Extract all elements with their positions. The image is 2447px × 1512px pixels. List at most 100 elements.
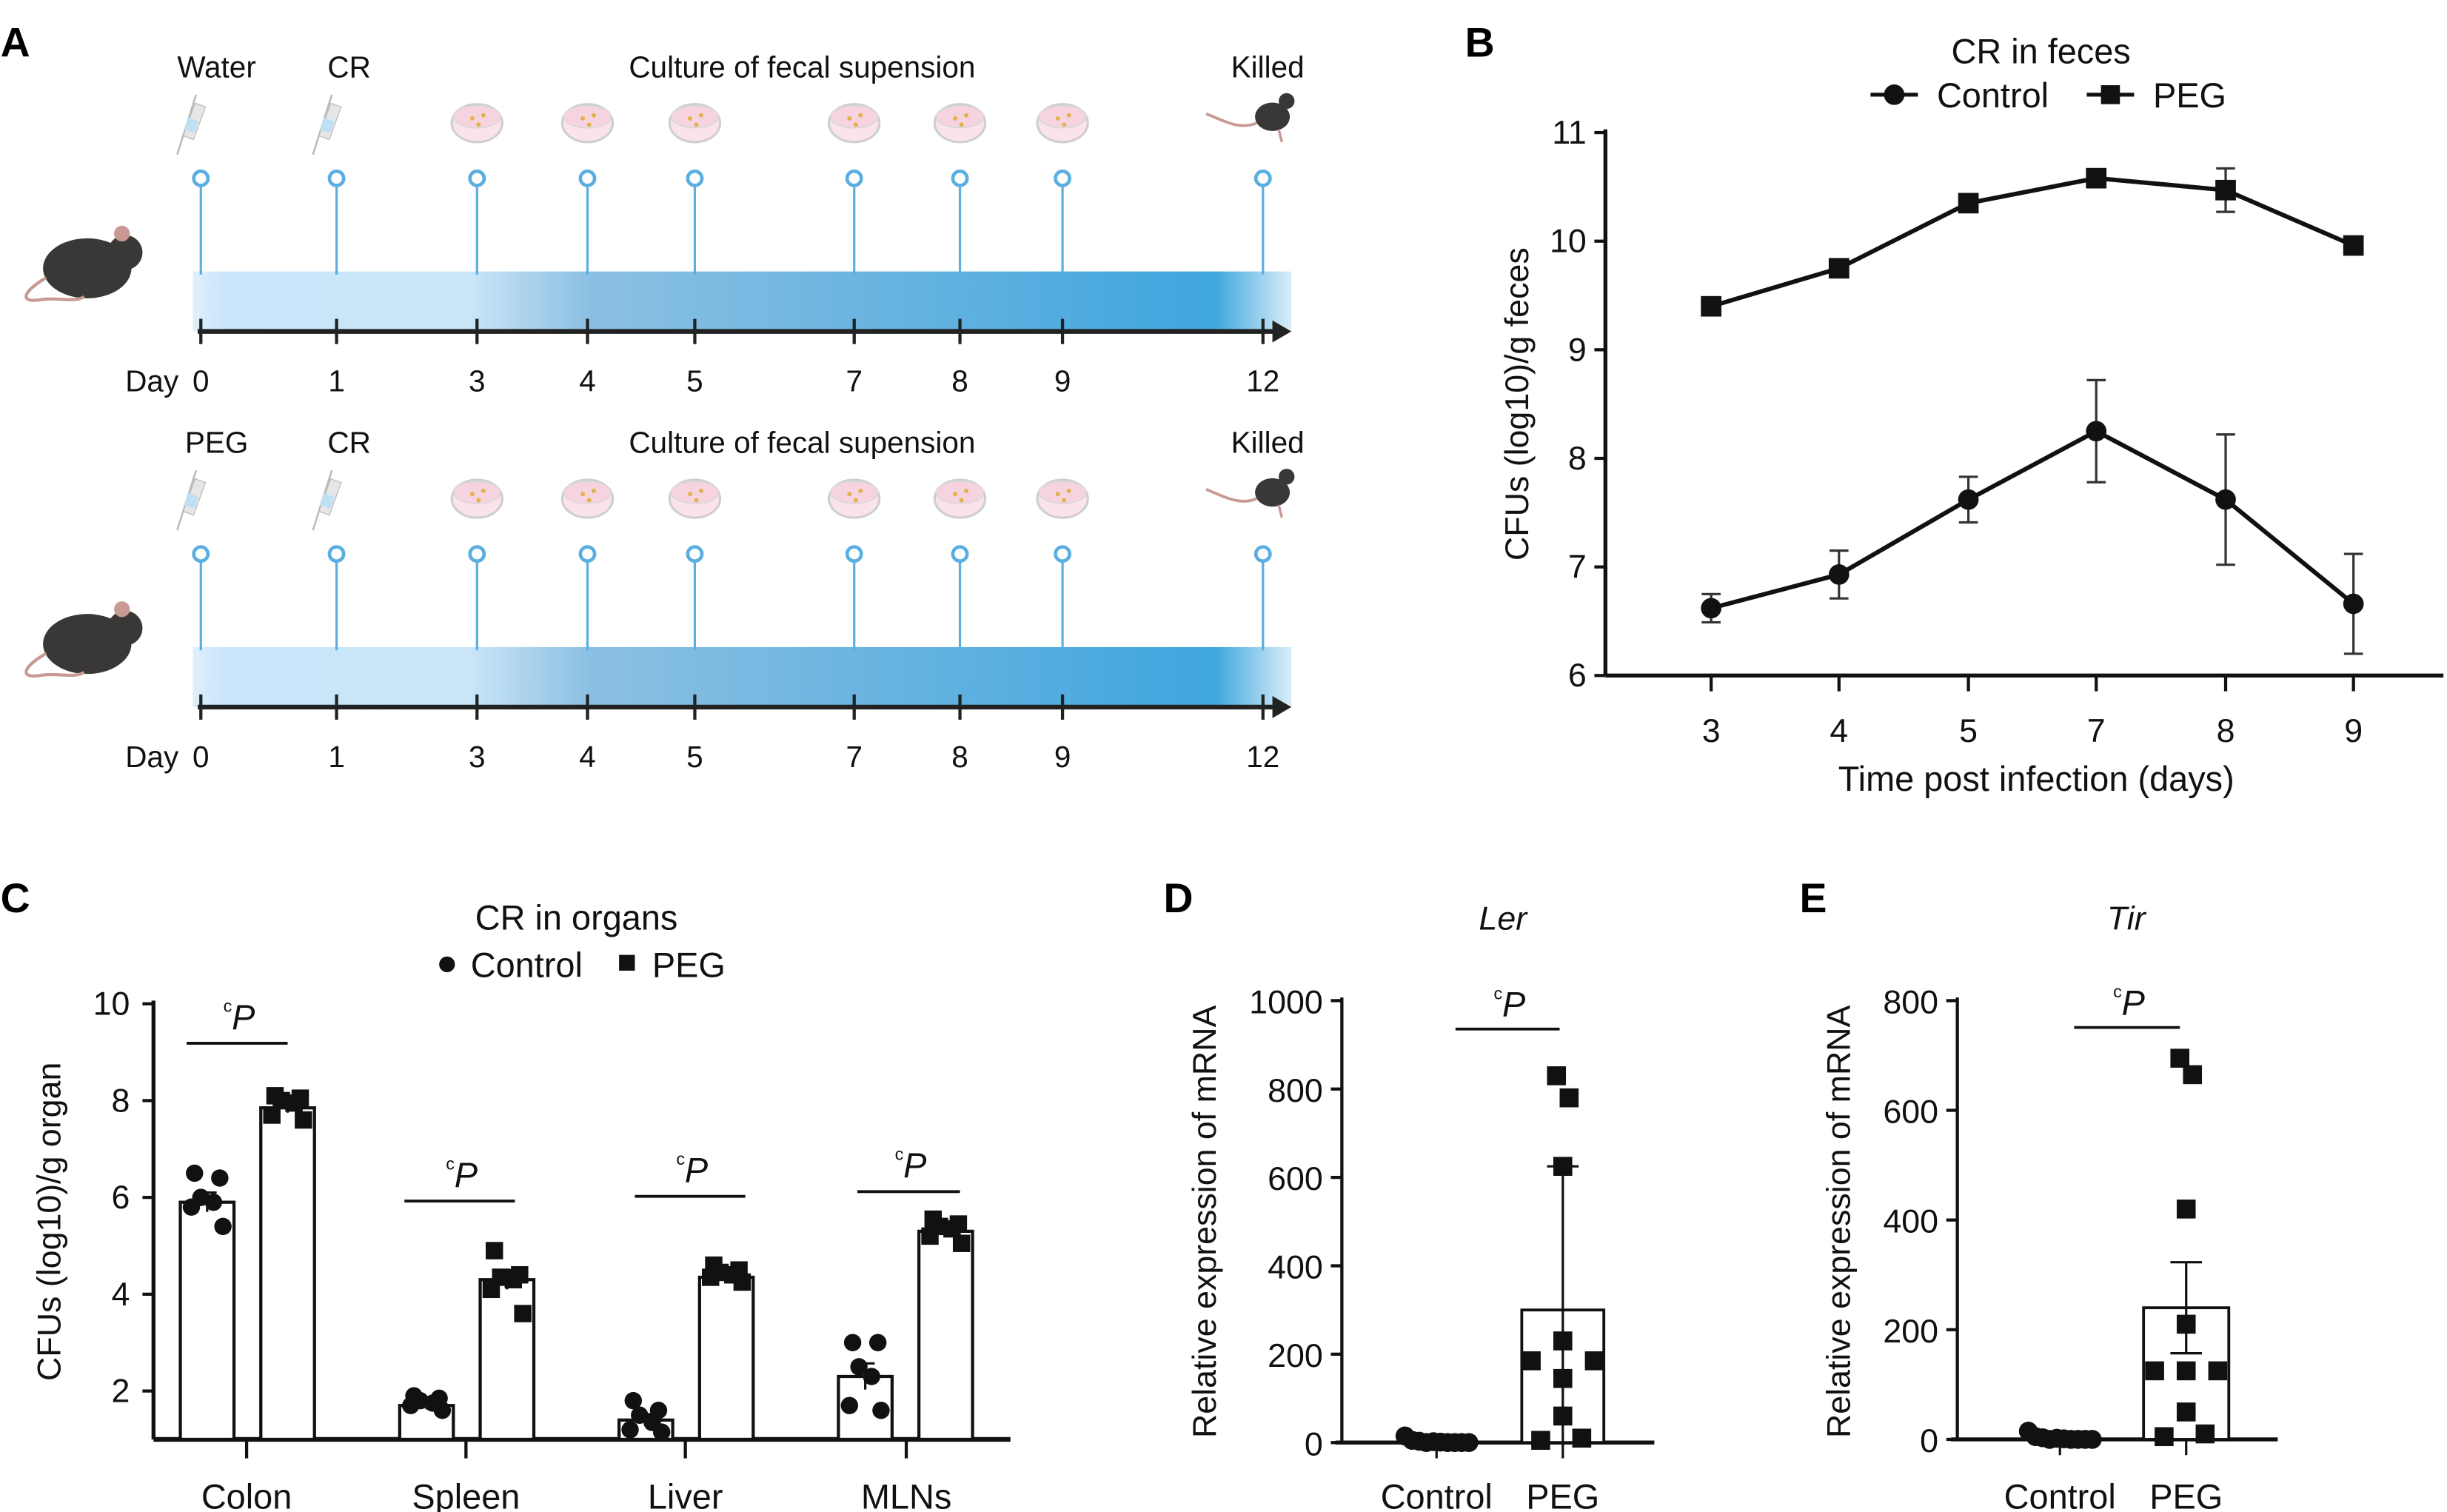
petri-dish-icon (668, 478, 722, 519)
timeline-row: PEG CR Culture of fecal supension Killed 0 1 3… (24, 426, 1305, 774)
data-point (702, 1268, 720, 1286)
timeline-event-label: Water (177, 50, 255, 84)
timeline-stem-marker (845, 169, 863, 187)
y-tick-label: 200 (1268, 1337, 1323, 1374)
y-tick-label: 600 (1268, 1160, 1323, 1197)
mouse-tail (24, 652, 85, 678)
mouse-icon (24, 225, 143, 302)
data-point (1828, 564, 1850, 585)
y-tick-label: 600 (1883, 1094, 1938, 1131)
mouse-ear (114, 601, 130, 618)
timeline-stem-marker (845, 545, 863, 563)
timeline-day-label: 8 (951, 364, 968, 398)
data-point (402, 1396, 420, 1414)
mouse-head (107, 610, 143, 646)
data-point (514, 1305, 532, 1322)
y-tick-label: 6 (111, 1179, 130, 1216)
timeline-stem-marker (1054, 169, 1072, 187)
data-point (285, 1094, 303, 1112)
bar (917, 1229, 974, 1442)
significance-label: P (685, 1151, 708, 1190)
y-tick-label: 2 (111, 1373, 130, 1410)
tir-bar-chart: 0 200 400 600 800 Relative expression of mRNA… (1821, 900, 2278, 1512)
timeline-day-label: 3 (469, 364, 486, 398)
data-point (433, 1402, 452, 1419)
timeline-gradient-bar (193, 646, 1292, 707)
data-point (733, 1273, 751, 1291)
data-point (1958, 193, 1979, 214)
timeline-stem-marker (686, 545, 704, 563)
x-tick-label: 9 (2344, 712, 2363, 749)
timeline-stem-marker (192, 169, 210, 187)
x-tick-label: Colon (201, 1478, 292, 1512)
bar-peg (697, 1256, 755, 1442)
legend-peg-label: PEG (652, 946, 726, 984)
bar (178, 1200, 236, 1442)
bar-control (617, 1391, 674, 1442)
x-tick-label: 3 (1702, 712, 1721, 749)
x-tick-label: Liver (648, 1478, 723, 1512)
significance-superscript: c (676, 1149, 685, 1168)
bar-peg (917, 1210, 974, 1442)
legend-peg-label: PEG (2153, 76, 2226, 115)
significance-superscript: c (224, 996, 232, 1015)
data-point (1958, 489, 1979, 510)
data-point (1701, 295, 1721, 317)
data-point (2086, 421, 2107, 442)
data-point (1459, 1433, 1479, 1453)
timeline-stem-marker (468, 545, 486, 563)
data-point (2176, 1402, 2196, 1422)
significance-superscript: c (1494, 983, 1503, 1003)
timeline-day-prefix: Day (125, 740, 179, 774)
group-peg (1520, 1066, 1606, 1451)
petri-dish-icon (668, 103, 722, 144)
legend-control-label: Control (1937, 76, 2049, 115)
timeline-day-label: 9 (1054, 740, 1071, 774)
bar-peg (478, 1242, 536, 1442)
timeline-event-label: PEG (185, 426, 248, 460)
significance-label: P (903, 1146, 926, 1185)
dead-mouse-icon (1205, 93, 1295, 143)
timeline-stem-marker (686, 169, 704, 187)
y-axis-label: Relative expression of mRNA (1821, 1005, 1858, 1438)
data-point (2083, 1430, 2102, 1449)
panel-label-b: B (1465, 20, 1495, 66)
error-bar (2170, 1261, 2203, 1355)
x-tick-label: Control (2004, 1478, 2116, 1512)
data-point (1553, 1368, 1573, 1388)
legend: Control PEG (1870, 76, 2226, 115)
mouse-tail (24, 276, 85, 302)
chart-title: CR in organs (475, 898, 678, 937)
ler-bar-chart: 0 200 400 600 800 1000 Relative expression of … (1186, 900, 1655, 1512)
panel-label-a: A (1, 20, 30, 66)
significance-superscript: c (2113, 982, 2122, 1001)
significance-superscript: c (446, 1154, 455, 1173)
timeline-event-label: Killed (1231, 426, 1305, 460)
data-point (624, 1391, 643, 1410)
group-peg (2142, 1048, 2231, 1447)
bar-control (398, 1387, 455, 1442)
timeline-event-label: CR (327, 426, 370, 460)
timeline-day-label: 1 (328, 740, 345, 774)
timeline-stem-marker (578, 169, 597, 187)
data-point (2208, 1361, 2228, 1381)
legend-peg-marker (619, 954, 635, 971)
data-point (1522, 1351, 1541, 1371)
significance-label: P (2122, 984, 2145, 1023)
data-point (2183, 1065, 2203, 1085)
data-point (2170, 1048, 2189, 1068)
y-tick-label: 1000 (1249, 983, 1323, 1020)
petri-dish-icon (1036, 478, 1089, 519)
x-tick-label: Spleen (412, 1478, 520, 1512)
y-tick-label: 0 (1305, 1425, 1323, 1462)
timeline-day-label: 5 (686, 740, 703, 774)
y-tick-label: 4 (111, 1276, 130, 1313)
legend: Control PEG (439, 946, 726, 984)
legend-control-label: Control (471, 946, 583, 984)
syringe-icon (312, 469, 342, 531)
data-point (2215, 179, 2236, 201)
